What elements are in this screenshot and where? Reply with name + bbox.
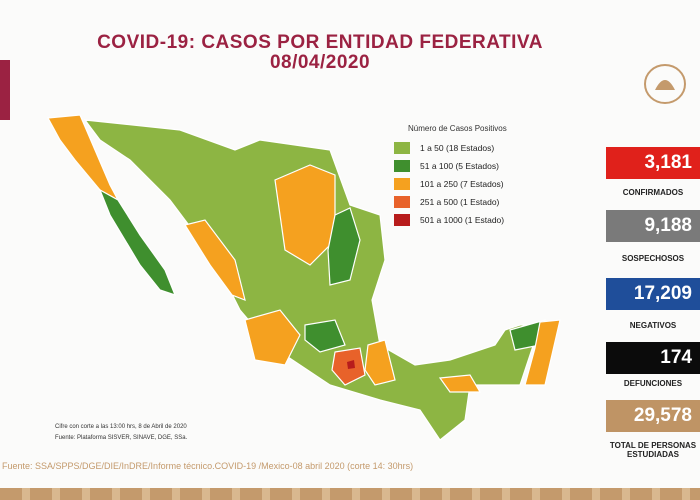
stat-label: TOTAL DE PERSONAS ESTUDIADAS — [609, 441, 697, 459]
stat-label: DEFUNCIONES — [623, 379, 683, 388]
legend-label: 1 a 50 (18 Estados) — [420, 143, 495, 153]
legend-item: 501 a 1000 (1 Estado) — [394, 214, 504, 226]
legend-label: 501 a 1000 (1 Estado) — [420, 215, 505, 225]
title: COVID-19: CASOS POR ENTIDAD FEDERATIVA — [97, 32, 543, 53]
bottom-stripe — [0, 488, 700, 500]
legend-title: Número de Casos Positivos — [408, 124, 507, 133]
legend-item: 101 a 250 (7 Estados) — [394, 178, 504, 190]
stat-value: 3,181 — [606, 147, 700, 179]
stat-label: CONFIRMADOS — [622, 188, 684, 197]
stat-value: 17,209 — [606, 278, 700, 310]
stat-value: 29,578 — [606, 400, 700, 432]
legend-item: 251 a 500 (1 Estado) — [394, 196, 499, 208]
legend-label: 251 a 500 (1 Estado) — [420, 197, 500, 207]
legend-label: 51 a 100 (5 Estados) — [420, 161, 499, 171]
source: Fuente: SSA/SPPS/DGE/DIE/InDRE/Informe t… — [2, 461, 414, 471]
side-tab — [0, 60, 10, 120]
legend-item: 1 a 50 (18 Estados) — [394, 142, 494, 154]
note: Cifre con corte a las 13:00 hrs, 8 de Ab… — [55, 424, 187, 430]
emblem — [644, 64, 686, 104]
note: Fuente: Plataforma SISVER, SINAVE, DGE, … — [55, 435, 188, 441]
legend-item: 51 a 100 (5 Estados) — [394, 160, 499, 172]
date: 08/04/2020 — [269, 52, 371, 73]
map — [47, 114, 561, 441]
stat-value: 9,188 — [606, 210, 700, 242]
stat-label: SOSPECHOSOS — [621, 254, 685, 263]
stat-value: 174 — [606, 342, 700, 374]
stat-label: NEGATIVOS — [629, 321, 677, 330]
legend-label: 101 a 250 (7 Estados) — [420, 179, 504, 189]
